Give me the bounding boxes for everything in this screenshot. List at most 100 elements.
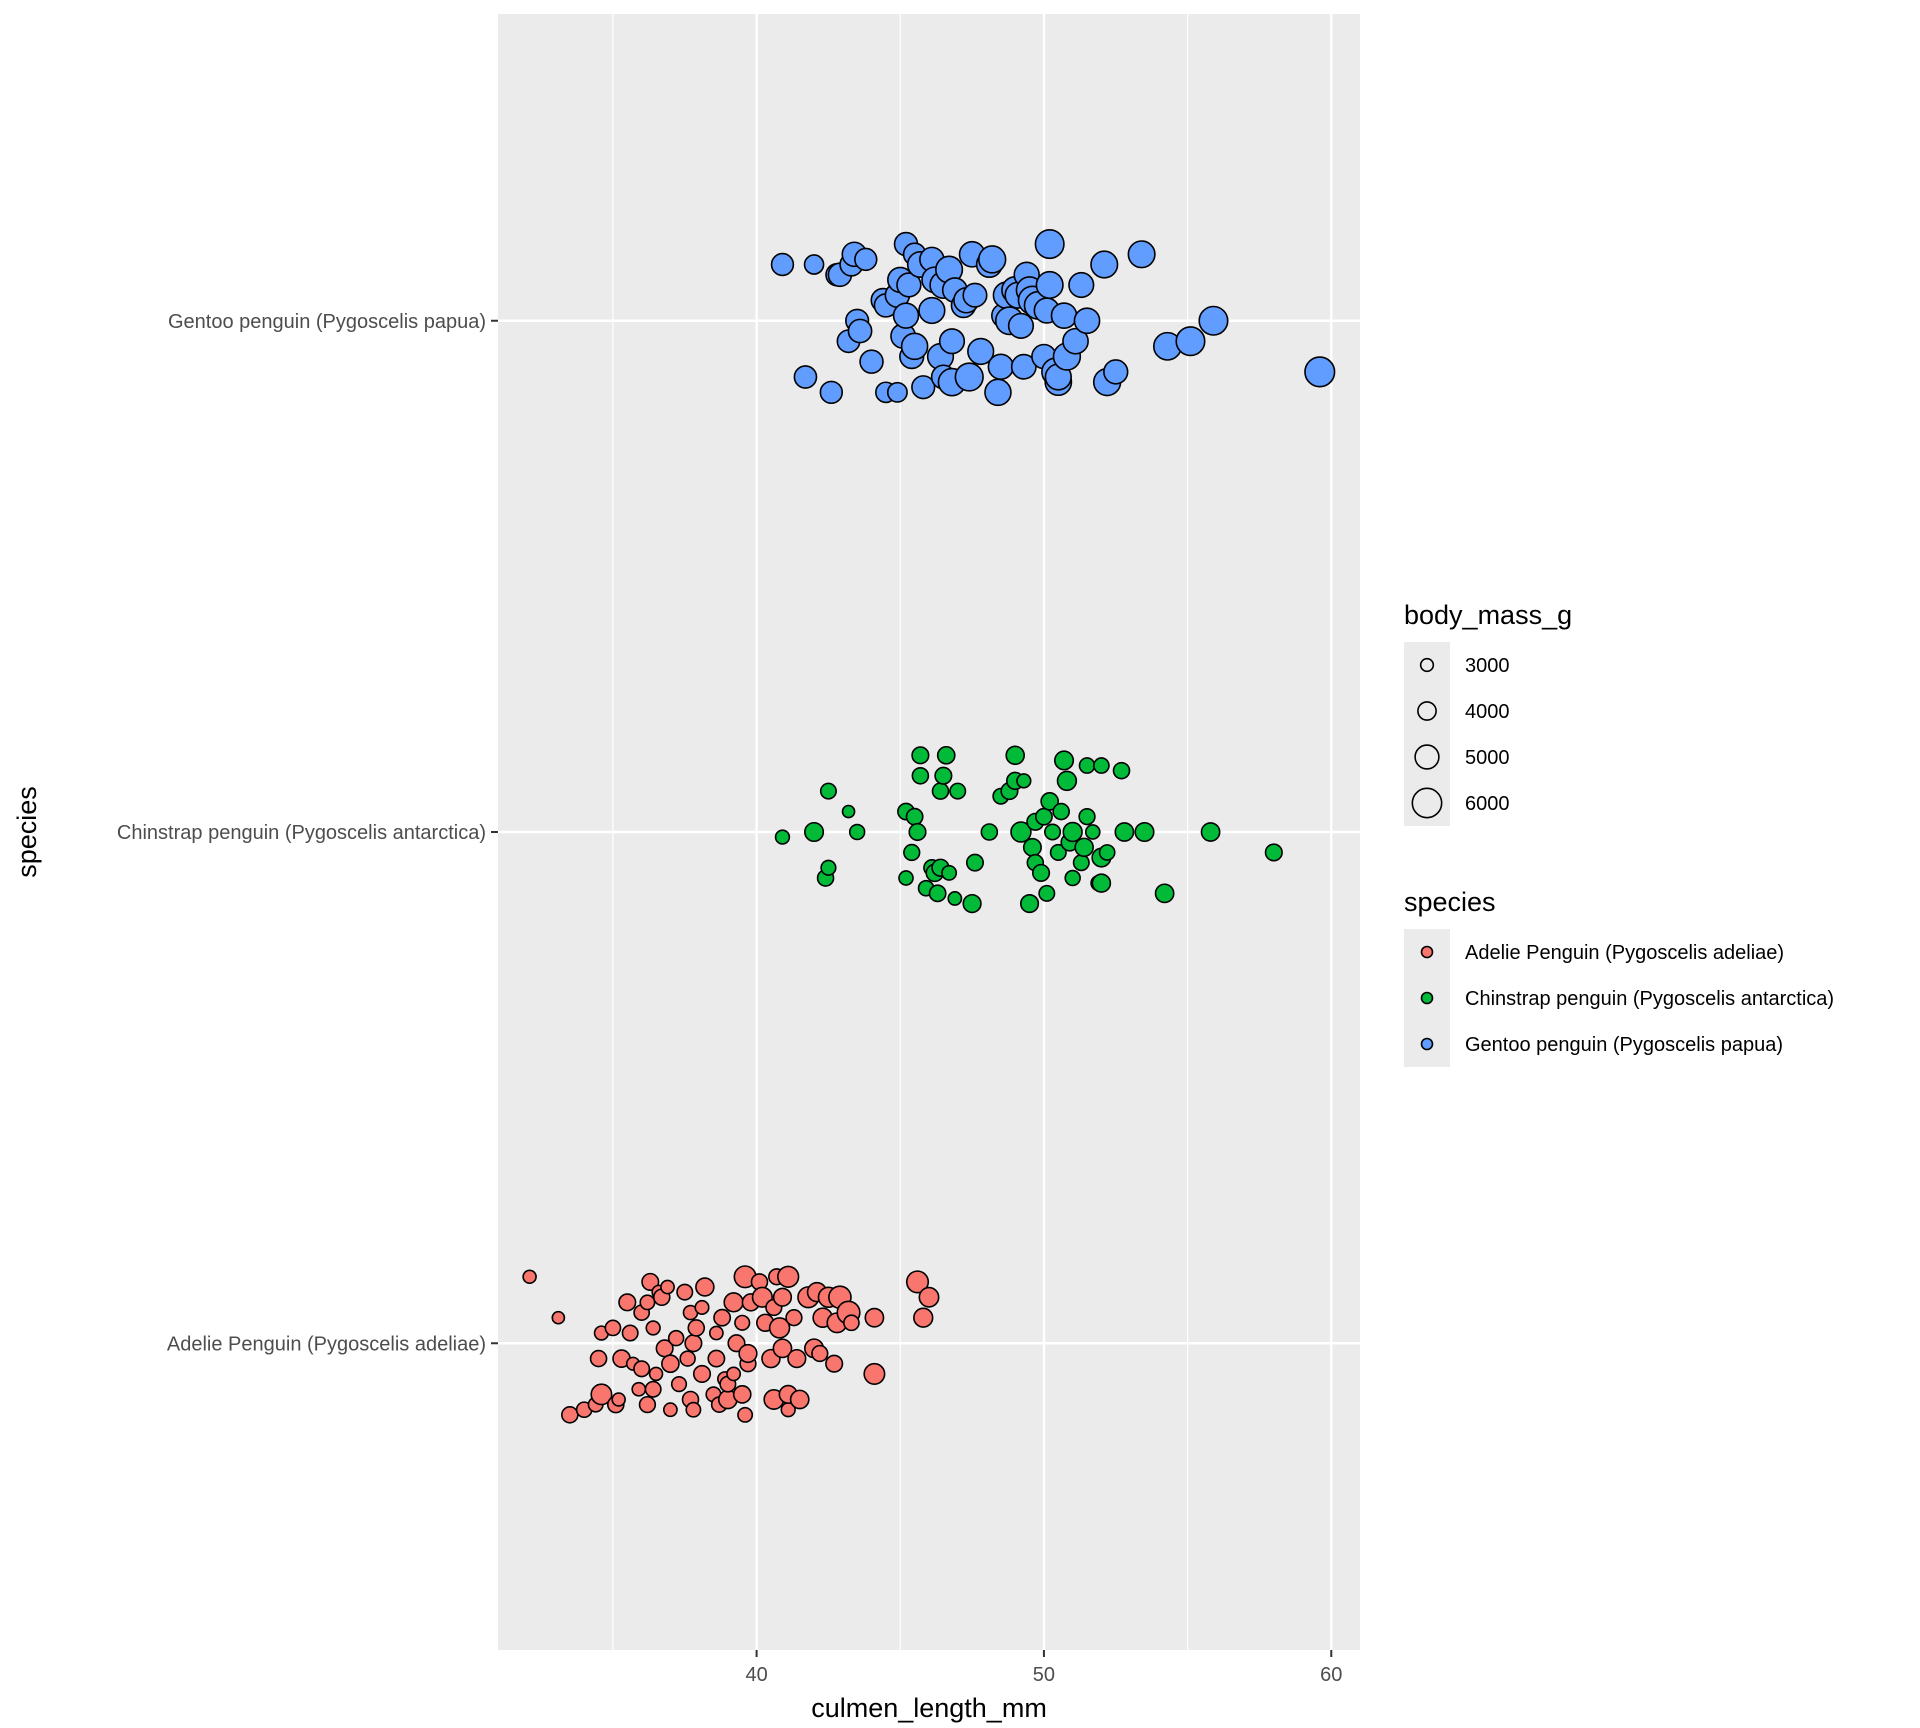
data-point [667, 1329, 685, 1347]
data-point [685, 1401, 702, 1418]
data-point [1062, 327, 1089, 355]
size-legend-label: 5000 [1465, 747, 1510, 769]
data-point [980, 823, 999, 841]
data-point [962, 893, 982, 914]
x-axis-title: culmen_length_mm [811, 1693, 1047, 1723]
species-legend-label: Adelie Penguin (Pygoscelis adeliae) [1465, 942, 1784, 964]
data-point [896, 272, 922, 298]
data-point [803, 254, 825, 275]
data-point [631, 1381, 647, 1397]
data-point [1074, 837, 1094, 858]
data-point [774, 829, 791, 845]
data-point [1031, 863, 1051, 882]
species-legend-key [1420, 991, 1434, 1005]
data-point [589, 1349, 608, 1368]
data-point [641, 1272, 660, 1291]
y-axis: Adelie Penguin (Pygoscelis adeliae) Chins… [117, 311, 498, 1355]
data-point [1103, 359, 1129, 385]
data-point [734, 1314, 751, 1331]
data-point [913, 1307, 934, 1328]
data-point [825, 1354, 844, 1373]
data-point [695, 1277, 715, 1297]
data-point [1078, 757, 1096, 774]
data-point [984, 378, 1012, 407]
data-point [820, 859, 837, 876]
data-point [1098, 844, 1116, 861]
data-point [772, 1338, 793, 1359]
data-point [787, 1348, 807, 1369]
data-point [918, 1286, 940, 1308]
data-point [1078, 808, 1096, 826]
data-point [1154, 883, 1175, 904]
data-point [903, 843, 921, 862]
data-point [644, 1380, 662, 1398]
data-point [1068, 271, 1095, 299]
species-legend-title: species [1404, 887, 1496, 917]
data-point [947, 891, 963, 906]
data-point [892, 302, 920, 329]
data-point [713, 1308, 732, 1327]
data-point [661, 1354, 680, 1374]
data-point [1304, 356, 1336, 388]
data-point [662, 1402, 678, 1418]
size-legend-label: 4000 [1465, 701, 1510, 723]
data-point [1044, 823, 1062, 841]
data-point [723, 1292, 744, 1313]
data-point [1038, 884, 1056, 902]
data-point [1022, 837, 1042, 857]
x-axis: 40 50 60 [745, 1650, 1342, 1686]
data-point [987, 353, 1015, 381]
data-point [1050, 302, 1078, 330]
data-point [1052, 802, 1070, 821]
data-point [1035, 270, 1064, 300]
data-point [936, 745, 956, 765]
x-tick-label: 60 [1320, 1664, 1342, 1686]
x-tick-label: 50 [1033, 1664, 1055, 1686]
data-point [1200, 822, 1221, 842]
data-point [707, 1349, 726, 1368]
data-point [1112, 761, 1131, 780]
data-point [934, 766, 953, 785]
data-point [793, 365, 818, 389]
data-point [770, 252, 795, 277]
data-point [708, 1325, 724, 1341]
data-point [1114, 822, 1135, 842]
data-point [908, 822, 927, 842]
data-point [694, 1299, 710, 1316]
data-point [590, 1383, 613, 1406]
data-point [638, 1395, 657, 1414]
data-point [848, 823, 866, 841]
data-point [551, 1310, 566, 1325]
x-tick-label: 40 [745, 1664, 767, 1686]
y-axis-title: species [12, 786, 42, 878]
data-point [660, 1279, 675, 1295]
data-point [561, 1406, 579, 1424]
size-legend-title: body_mass_g [1404, 600, 1572, 630]
data-point [905, 807, 924, 826]
data-point [522, 1269, 537, 1285]
data-point [819, 782, 837, 800]
data-point [911, 746, 930, 765]
data-point [737, 1406, 754, 1423]
data-point [670, 1376, 688, 1393]
data-point [819, 380, 844, 405]
data-point [772, 1287, 793, 1307]
data-point [863, 1362, 886, 1385]
species-legend: species Adelie Penguin (Pygoscelis adeli… [1404, 887, 1834, 1067]
size-legend: body_mass_g 3000 4000 5000 6000 [1404, 600, 1572, 826]
data-point [1007, 312, 1035, 339]
data-point [965, 853, 984, 872]
data-point [1064, 869, 1081, 887]
data-point [1264, 843, 1283, 862]
data-point [1020, 894, 1040, 914]
data-point [618, 1293, 637, 1312]
data-point [967, 337, 995, 366]
data-point [1175, 326, 1206, 357]
data-point [732, 1385, 752, 1404]
data-point [611, 1392, 626, 1407]
data-point [949, 782, 967, 800]
data-point [911, 375, 936, 400]
data-point [1134, 821, 1155, 843]
data-point [1062, 821, 1083, 843]
plot-panel [498, 14, 1360, 1650]
